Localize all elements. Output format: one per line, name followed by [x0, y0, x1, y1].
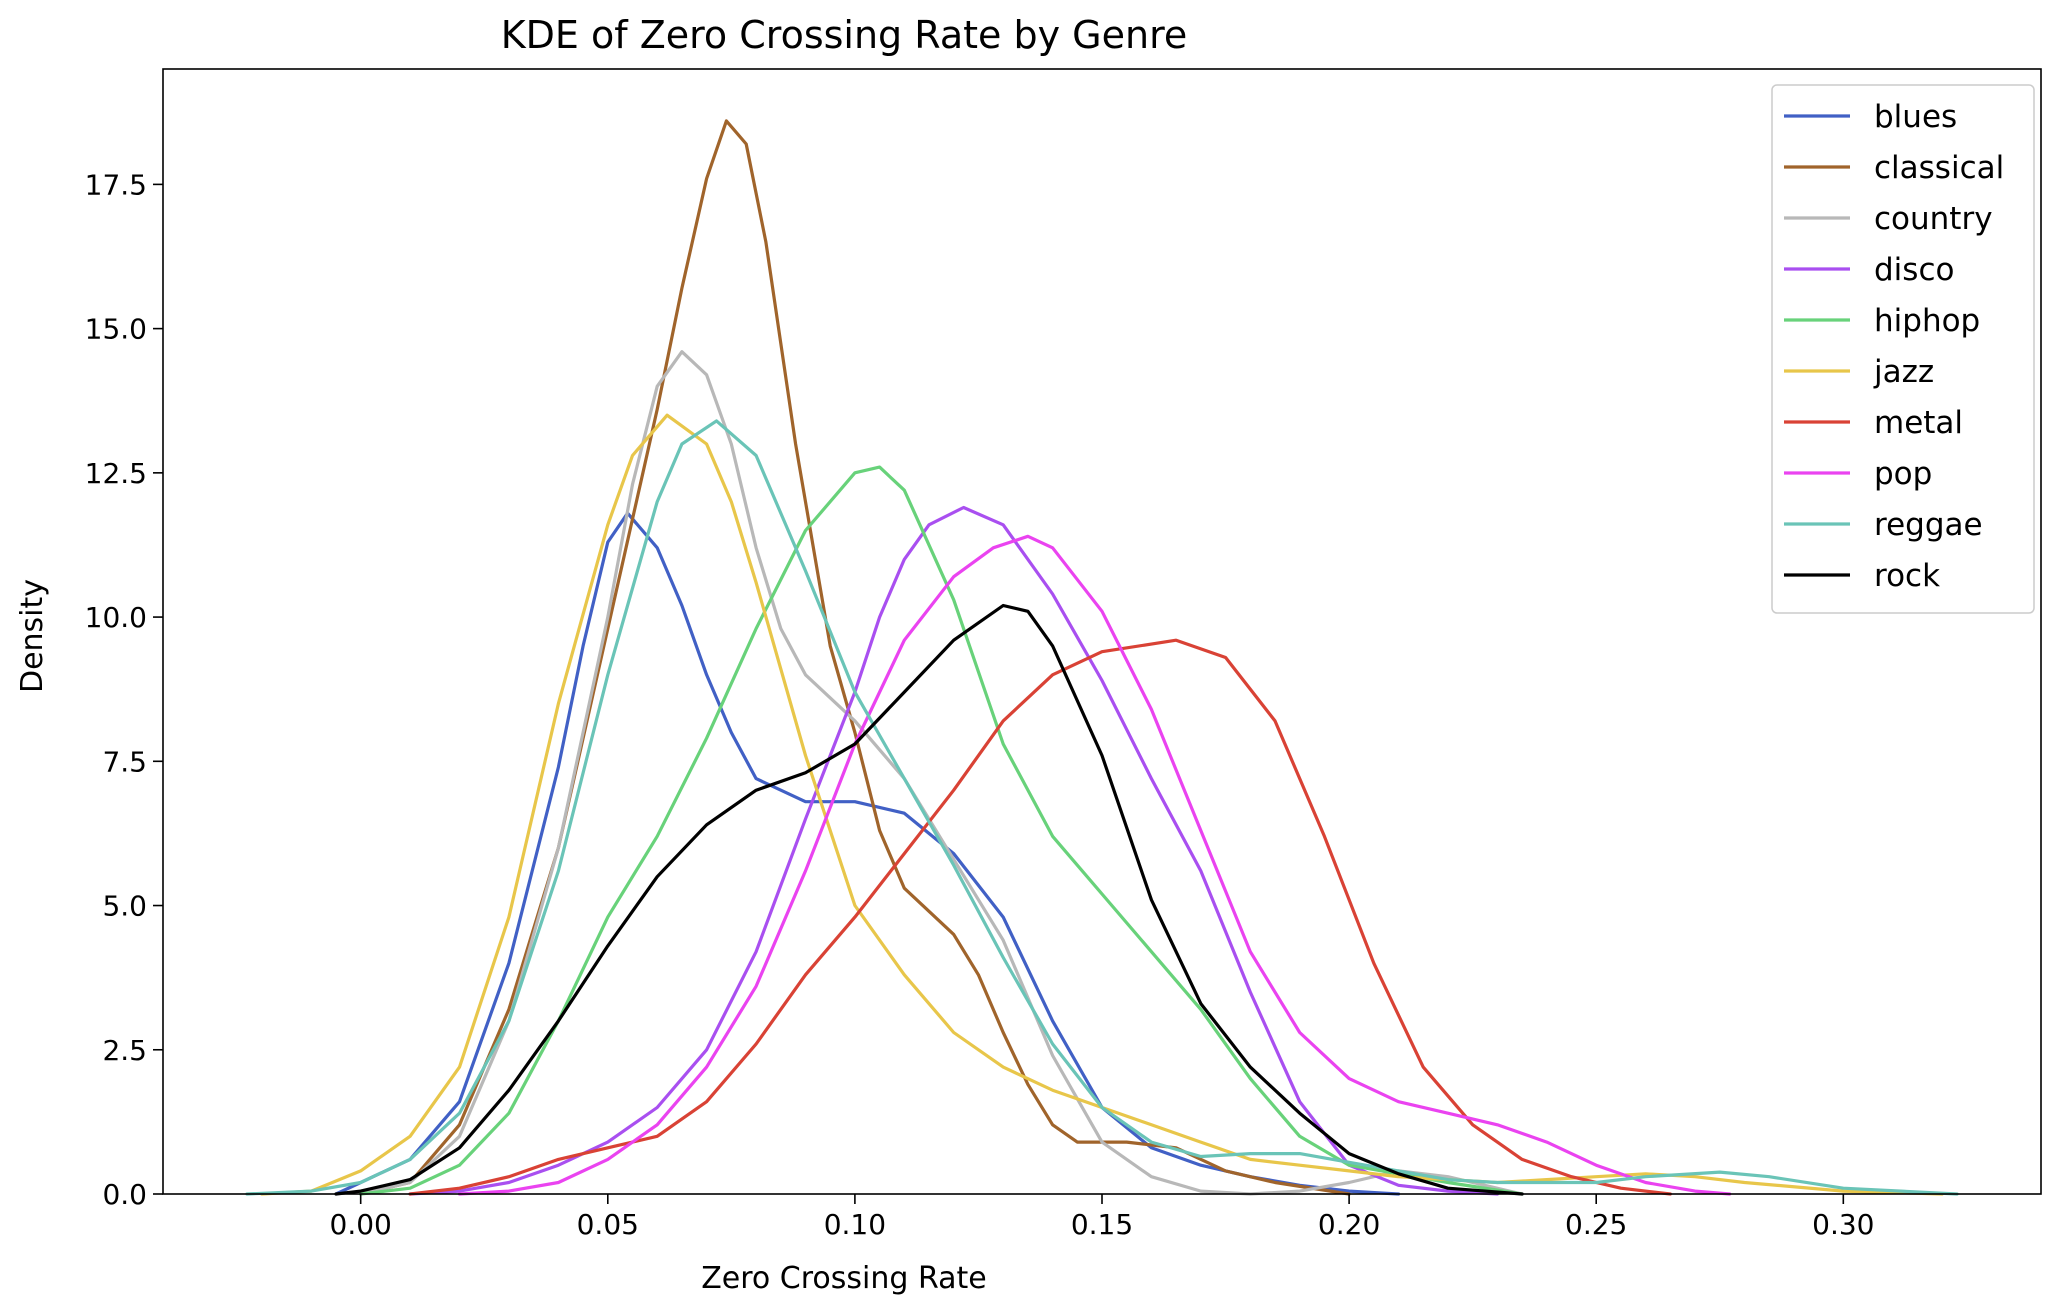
x-tick-label: 0.30: [1812, 1208, 1874, 1241]
series-line-disco: [408, 505, 1499, 1196]
legend-label-country: country: [1874, 201, 1993, 237]
series-line-jazz: [260, 413, 1944, 1196]
y-tick-label: 15.0: [85, 313, 147, 346]
plot-frame: [162, 68, 2042, 1195]
series-line-reggae: [245, 419, 1959, 1196]
legend-label-metal: metal: [1874, 405, 1963, 441]
x-tick-label: 0.15: [1071, 1208, 1133, 1241]
legend-label-rock: rock: [1874, 558, 1940, 594]
legend-label-reggae: reggae: [1874, 507, 1983, 543]
legend-label-pop: pop: [1874, 456, 1932, 492]
x-tick-label: 0.00: [330, 1208, 392, 1241]
x-tick-label: 0.10: [824, 1208, 886, 1241]
legend-label-hiphop: hiphop: [1874, 303, 1980, 339]
chart-title: KDE of Zero Crossing Rate by Genre: [501, 13, 1188, 57]
y-tick-label: 0.0: [102, 1178, 147, 1211]
x-tick-label: 0.20: [1318, 1208, 1380, 1241]
series-line-metal: [408, 638, 1672, 1196]
series-line-pop: [457, 534, 1732, 1196]
legend-label-classical: classical: [1874, 150, 2004, 186]
series-line-rock: [334, 603, 1524, 1196]
y-tick-label: 5.0: [102, 890, 147, 923]
x-tick-label: 0.05: [577, 1208, 639, 1241]
legend: blues classical country disco hiphop jazz meta…: [1771, 84, 2035, 614]
series-line-classical: [359, 119, 1351, 1196]
plot-area: [162, 68, 2042, 1196]
y-tick-label: 12.5: [85, 457, 147, 490]
legend-label-jazz: jazz: [1873, 354, 1934, 390]
x-axis-label: Zero Crossing Rate: [701, 1261, 987, 1296]
y-axis-label: Density: [15, 579, 50, 693]
legend-label-blues: blues: [1874, 99, 1957, 135]
x-tick-label: 0.25: [1565, 1208, 1627, 1241]
x-axis: 0.00 0.05 0.10 0.15 0.20 0.25 0.30: [330, 1194, 1874, 1241]
y-tick-label: 17.5: [85, 168, 147, 201]
series-line-country: [359, 350, 1524, 1196]
series-line-hiphop: [359, 465, 1524, 1196]
legend-label-disco: disco: [1874, 252, 1954, 288]
y-tick-label: 10.0: [85, 601, 147, 634]
series-line-blues: [334, 511, 1401, 1196]
y-axis: 0.0 2.5 5.0 7.5 10.0 12.5 15.0 17.5: [85, 168, 163, 1211]
y-tick-label: 2.5: [102, 1034, 147, 1067]
y-tick-label: 7.5: [102, 745, 147, 778]
